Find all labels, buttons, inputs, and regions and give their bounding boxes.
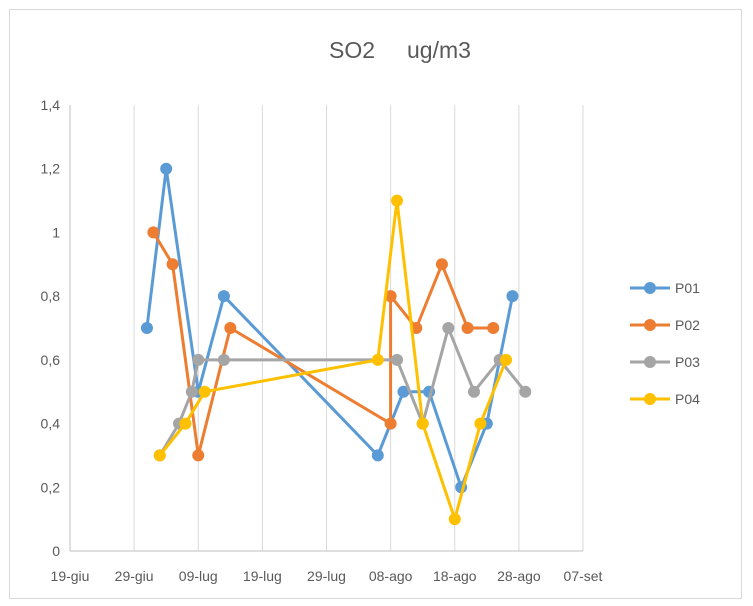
x-tick-label: 08-ago: [369, 568, 413, 584]
legend-label-p04: P04: [675, 391, 700, 407]
data-point-p01: [397, 385, 410, 398]
y-tick-label: 1,2: [41, 161, 61, 177]
legend-label-p02: P02: [675, 317, 700, 333]
y-tick-label: 0,6: [41, 352, 61, 368]
x-tick-label: 09-lug: [179, 568, 218, 584]
y-tick-label: 0,2: [41, 479, 61, 495]
chart-title: SO2 ug/m3: [329, 37, 471, 63]
x-tick-label: 19-giu: [51, 568, 90, 584]
data-point-p04: [474, 417, 487, 430]
data-point-p04: [371, 353, 384, 366]
data-point-p02: [435, 258, 448, 271]
data-point-p04: [153, 449, 166, 462]
data-point-p04: [448, 513, 461, 526]
data-point-p04: [416, 417, 429, 430]
legend-marker-p03: [644, 356, 656, 368]
data-point-p04: [179, 417, 192, 430]
chart-frame: SO2 ug/m3 19-giu 29-giu 09-lug 19-lug 29-lug…: [9, 9, 742, 599]
legend: P01 P02 P03 P04: [630, 280, 700, 407]
x-tick-label: 18-ago: [433, 568, 477, 584]
data-point-p03: [192, 353, 205, 366]
legend-label-p01: P01: [675, 280, 700, 296]
data-point-p01: [506, 290, 519, 303]
y-tick-label: 0,4: [41, 416, 61, 432]
data-point-p02: [224, 322, 237, 334]
data-point-p03: [442, 322, 455, 334]
gridlines: [133, 105, 584, 551]
data-point-p01: [160, 162, 173, 175]
data-point-p03: [519, 385, 532, 398]
data-point-p02: [192, 449, 205, 462]
x-tick-label: 29-giu: [115, 568, 154, 584]
data-point-p03: [185, 385, 198, 398]
data-point-p02: [166, 258, 179, 271]
series-group: [140, 162, 532, 526]
x-tick-label: 28-ago: [497, 568, 541, 584]
legend-marker-p01: [644, 282, 656, 294]
y-tick-label: 0: [52, 543, 60, 559]
y-tick-label: 1,4: [41, 97, 61, 113]
x-tick-label: 29-lug: [307, 568, 346, 584]
x-tick-label: 19-lug: [243, 568, 282, 584]
legend-label-p03: P03: [675, 354, 700, 370]
chart-svg: SO2 ug/m3 19-giu 29-giu 09-lug 19-lug 29-lug…: [41, 37, 701, 584]
x-tick-label: 07-set: [564, 568, 603, 584]
data-point-p02: [147, 226, 160, 239]
data-point-p01: [217, 290, 230, 303]
data-point-p04: [198, 385, 211, 398]
data-point-p04: [500, 353, 513, 366]
y-tick-label: 0,8: [41, 288, 61, 304]
y-tick-label: 1: [52, 224, 60, 240]
legend-marker-p02: [644, 319, 656, 331]
axes: 19-giu 29-giu 09-lug 19-lug 29-lug 08-ago 18-a…: [41, 97, 603, 584]
data-point-p04: [391, 194, 404, 207]
data-point-p02: [384, 417, 397, 430]
data-point-p02: [487, 322, 500, 334]
legend-marker-p04: [644, 393, 656, 405]
data-point-p02: [384, 290, 397, 303]
data-point-p03: [391, 353, 404, 366]
data-point-p01: [140, 322, 153, 334]
data-point-p03: [467, 385, 480, 398]
data-point-p01: [371, 449, 384, 462]
data-point-p03: [217, 353, 230, 366]
data-point-p02: [461, 322, 474, 334]
